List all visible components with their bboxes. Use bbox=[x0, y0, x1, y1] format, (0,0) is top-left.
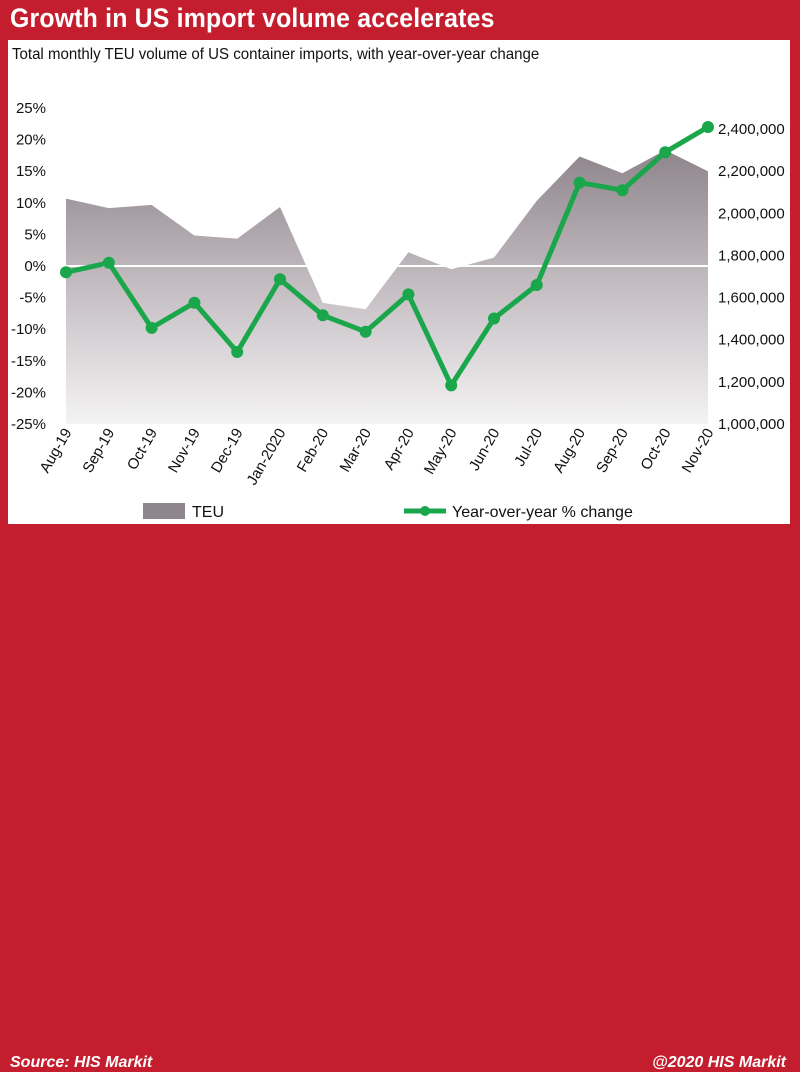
yoy-point bbox=[60, 266, 72, 279]
yoy-point bbox=[445, 379, 458, 392]
left-tick-label: -10% bbox=[11, 321, 46, 338]
x-tick-label: Sep-20 bbox=[593, 426, 632, 476]
chart-title: Growth in US import volume accelerates bbox=[10, 3, 495, 33]
x-tick-label: Aug-20 bbox=[550, 426, 589, 476]
left-tick-label: 15% bbox=[16, 163, 46, 180]
legend: TEU Year-over-year % change bbox=[143, 503, 633, 521]
yoy-point bbox=[188, 296, 201, 309]
legend-teu-label: TEU bbox=[192, 504, 224, 521]
legend-teu-swatch bbox=[143, 503, 185, 519]
chart-subtitle: Total monthly TEU volume of US container… bbox=[12, 46, 540, 63]
yoy-point bbox=[316, 309, 329, 322]
yoy-point bbox=[702, 121, 714, 133]
legend-yoy-swatch-marker bbox=[420, 506, 430, 516]
left-tick-label: 5% bbox=[24, 226, 46, 243]
yoy-point bbox=[616, 184, 629, 197]
x-tick-label: Mar-20 bbox=[337, 426, 375, 476]
left-tick-label: -25% bbox=[11, 416, 46, 433]
right-tick-label: 2,200,000 bbox=[718, 163, 785, 180]
left-tick-label: 0% bbox=[24, 258, 46, 275]
x-tick-label: Apr-20 bbox=[381, 426, 418, 473]
right-tick-label: 1,600,000 bbox=[718, 290, 785, 307]
x-tick-label: Nov-19 bbox=[165, 426, 204, 476]
left-tick-label: 20% bbox=[16, 132, 46, 149]
x-tick-label: May-20 bbox=[421, 426, 461, 478]
left-tick-label: 10% bbox=[16, 195, 46, 212]
teu-area-layer bbox=[66, 150, 708, 424]
x-tick-label: Nov-20 bbox=[679, 426, 718, 476]
yoy-point bbox=[274, 273, 286, 286]
right-tick-label: 1,000,000 bbox=[718, 416, 785, 433]
left-tick-label: -20% bbox=[11, 384, 46, 401]
yoy-point bbox=[145, 321, 158, 334]
yoy-point bbox=[488, 312, 500, 325]
x-tick-label: Aug-19 bbox=[37, 426, 76, 476]
yoy-point bbox=[659, 146, 672, 159]
right-tick-label: 2,400,000 bbox=[718, 121, 785, 138]
right-tick-label: 1,800,000 bbox=[718, 248, 785, 265]
x-tick-label: Oct-20 bbox=[637, 426, 674, 473]
yoy-point bbox=[231, 346, 244, 358]
yoy-line-layer bbox=[60, 121, 714, 392]
x-tick-label: Jan-2020 bbox=[243, 426, 289, 489]
footer-bar: Source: HIS Markit @2020 HIS Markit bbox=[0, 524, 800, 1071]
teu-area bbox=[66, 150, 708, 424]
left-tick-label: 25% bbox=[16, 100, 46, 117]
chart-svg: 25% 20% 15% 10% 5% 0% -5% -10% -15% -20% -25% 2,40… bbox=[11, 100, 785, 521]
legend-yoy-label: Year-over-year % change bbox=[452, 504, 633, 521]
yoy-point bbox=[102, 256, 115, 269]
yoy-point bbox=[402, 288, 415, 301]
yoy-point bbox=[359, 325, 372, 338]
right-tick-label: 1,200,000 bbox=[718, 374, 785, 391]
x-tick-label: Oct-19 bbox=[124, 426, 161, 473]
header-bar: Growth in US import volume accelerates bbox=[0, 0, 800, 40]
x-tick-label: Feb-20 bbox=[294, 426, 332, 476]
left-tick-label: -15% bbox=[11, 353, 46, 370]
x-tick-label: Sep-19 bbox=[79, 426, 118, 476]
x-tick-label: Jul-20 bbox=[511, 426, 546, 470]
left-axis: 25% 20% 15% 10% 5% 0% -5% -10% -15% -20% -25% bbox=[11, 100, 46, 433]
x-tick-label: Jun-20 bbox=[466, 426, 504, 474]
right-tick-label: 2,000,000 bbox=[718, 205, 785, 222]
yoy-line bbox=[65, 124, 710, 388]
yoy-point bbox=[530, 279, 543, 291]
source-note: Source: HIS Markit bbox=[10, 1054, 153, 1071]
x-tick-label: Dec-19 bbox=[208, 426, 247, 476]
right-tick-label: 1,400,000 bbox=[718, 332, 785, 349]
yoy-point bbox=[573, 176, 586, 189]
right-axis: 2,400,000 2,200,000 2,000,000 1,800,000 1,60… bbox=[718, 121, 785, 433]
left-tick-label: -5% bbox=[19, 290, 46, 307]
copyright-note: @2020 HIS Markit bbox=[652, 1054, 786, 1071]
